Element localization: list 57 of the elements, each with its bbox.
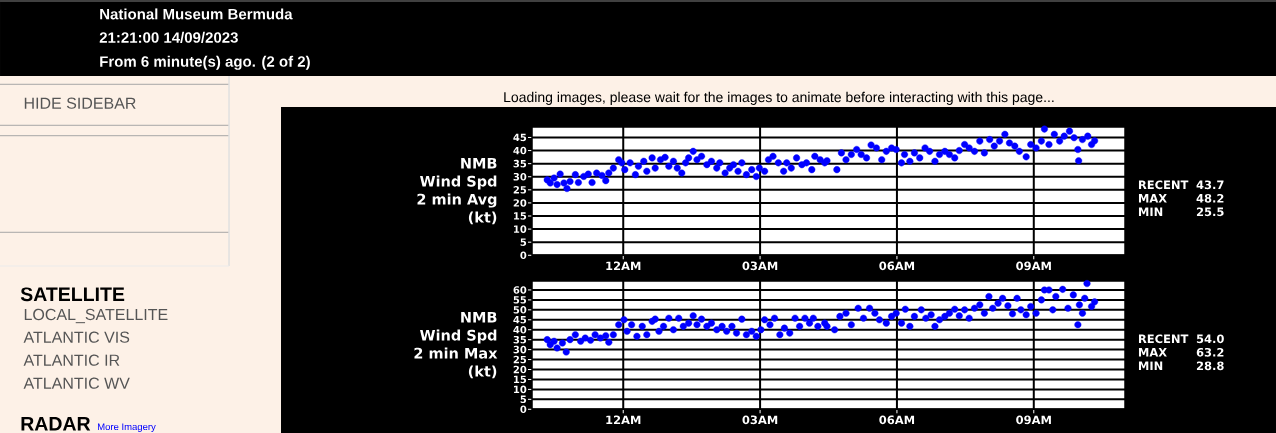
text: LOCAL_SATELLITE [24,308,168,324]
text: 63.2 [1196,347,1224,357]
y-tick-label: 20 [513,199,527,207]
y-tick-label: 45 [513,316,527,324]
y-tick-label: 10 [514,385,527,394]
text: National Museum Bermuda [100,8,293,20]
y-tick-label: 40 [513,146,527,155]
y-tick-label: 25 [513,355,527,364]
text: RECENT [1138,180,1189,190]
x-tick-label: 03AM [742,415,778,425]
y-tick-label: 35 [513,159,527,168]
text: From 6 minute(s) ago. (2 of 2) [100,55,310,70]
text: ATLANTIC VIS [23,331,130,343]
text: RECENT [1138,334,1189,344]
y-tick-label: 30 [513,172,527,181]
y-tick-label: 60 [513,286,527,294]
text: 21:21:00 14/09/2023 [99,31,238,43]
x-tick-label: 06AM [879,415,915,425]
y-tick-label: 5 [520,238,527,246]
text: 54.0 [1196,334,1224,344]
text: RADAR [21,417,91,431]
text: 43.7 [1196,180,1224,190]
x-tick-label: 12AM [606,415,641,425]
y-axis-title: NMB Wind Spd 2 min Max (kt) [414,311,498,379]
y-axis-title: NMB Wind Spd 2 min Avg (kt) [417,157,497,225]
text: SATELLITE [20,287,125,302]
text: MAX [1138,194,1167,203]
y-tick-label: 50 [513,306,527,314]
text: 48.2 [1196,193,1224,203]
y-tick-label: 0 [520,405,527,414]
y-tick-label: 45 [513,133,527,142]
y-tick-label: 30 [513,345,527,354]
y-tick-label: 35 [513,335,527,344]
y-tick-label: 15 [514,375,527,384]
x-tick-label: 06AM [879,261,915,271]
y-tick-label: 55 [513,296,527,304]
y-tick-label: 15 [514,212,527,220]
y-tick-label: 25 [513,186,527,194]
text: MIN [1138,361,1163,370]
x-tick-label: 09AM [1016,261,1051,271]
y-tick-label: 40 [513,325,527,334]
text: 25.5 [1196,207,1224,217]
text: Loading images, please wait for the images to animate before interacting with this page... [504,91,1054,105]
y-tick-label: 0 [520,251,527,260]
x-tick-label: 12AM [606,261,641,271]
text: HIDE SIDEBAR [24,97,136,109]
text: More Imagery [97,423,156,432]
text: MIN [1138,207,1163,216]
y-tick-label: 5 [520,395,527,404]
x-tick-label: 09AM [1016,415,1051,425]
y-tick-label: 10 [514,225,527,233]
text: ATLANTIC IR [23,354,120,366]
text: ATLANTIC WV [23,377,130,389]
text: 28.8 [1196,361,1224,371]
text: MAX [1138,348,1167,357]
y-tick-label: 20 [513,365,527,374]
x-tick-label: 03AM [742,261,778,271]
